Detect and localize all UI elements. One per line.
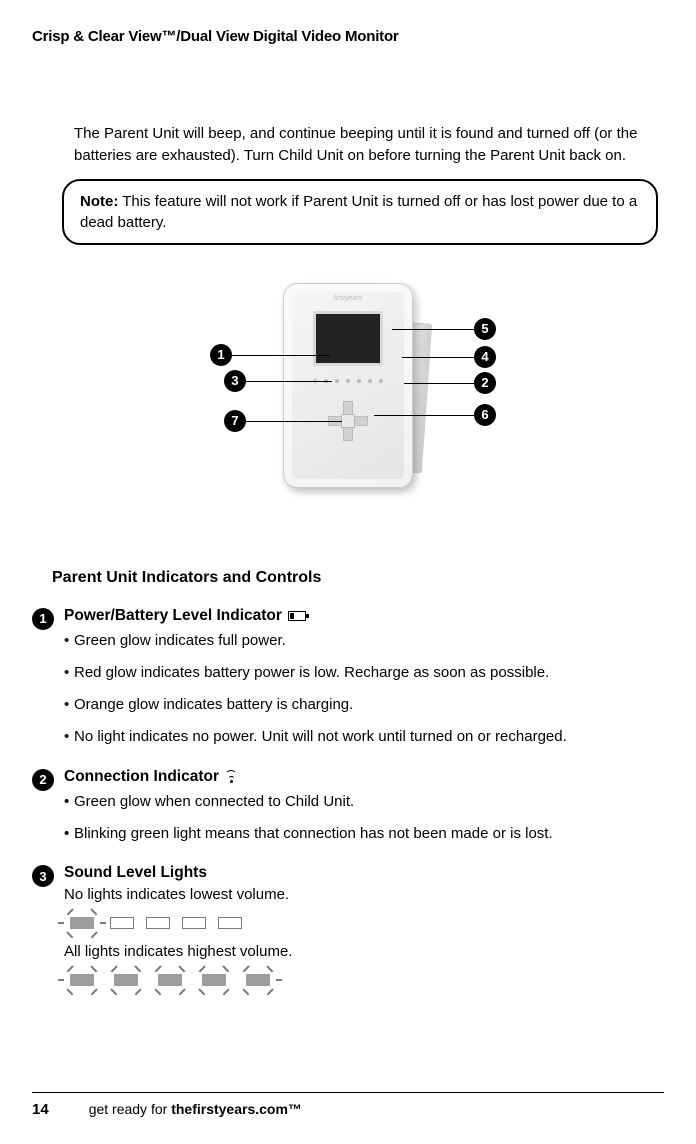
footer-prefix: get ready for [89, 1101, 172, 1117]
item-badge: 1 [32, 608, 54, 630]
callout-badge-1: 1 [210, 344, 232, 366]
led-off-icon [182, 917, 206, 929]
intro-paragraph: The Parent Unit will beep, and continue … [74, 123, 644, 167]
led-off-icon [146, 917, 170, 929]
item-title-text: Sound Level Lights [64, 864, 207, 882]
sound-low-text: No lights indicates lowest volume. [64, 886, 664, 903]
section-title: Parent Unit Indicators and Controls [52, 569, 664, 587]
indicator-item: 1 Power/Battery Level Indicator Green gl… [32, 607, 664, 760]
note-box: Note: This feature will not work if Pare… [62, 179, 658, 245]
sound-high-text: All lights indicates highest volume. [64, 943, 664, 960]
sound-lights-low [66, 911, 664, 935]
callout-line [392, 329, 478, 330]
callout-badge-3: 3 [224, 370, 246, 392]
note-label: Note: [80, 193, 118, 210]
led-off-icon [110, 917, 134, 929]
callout-line [242, 421, 342, 422]
callout-line [242, 381, 332, 382]
device-illustration: firstyears 1 3 7 5 4 2 6 [32, 273, 664, 533]
page-header-title: Crisp & Clear View™/Dual View Digital Vi… [32, 28, 664, 45]
note-text: This feature will not work if Parent Uni… [80, 193, 637, 231]
callout-badge-7: 7 [224, 410, 246, 432]
item-badge: 3 [32, 865, 54, 887]
sound-lights-high [66, 968, 664, 992]
callout-line [404, 383, 478, 384]
item-title-text: Connection Indicator [64, 768, 219, 786]
device-logo-text: firstyears [283, 295, 413, 302]
wifi-icon [225, 770, 237, 783]
led-off-icon [218, 917, 242, 929]
callout-badge-2: 2 [474, 372, 496, 394]
callout-badge-5: 5 [474, 318, 496, 340]
callout-badge-6: 6 [474, 404, 496, 426]
item-badge: 2 [32, 769, 54, 791]
page-number: 14 [32, 1101, 49, 1118]
bullet: Green glow indicates full power. [64, 631, 664, 651]
footer-site: thefirstyears.com™ [171, 1101, 302, 1117]
callout-badge-4: 4 [474, 346, 496, 368]
bullet: No light indicates no power. Unit will n… [64, 727, 664, 747]
bullet: Red glow indicates battery power is low.… [64, 663, 664, 683]
item-title-text: Power/Battery Level Indicator [64, 607, 282, 625]
callout-line [374, 415, 478, 416]
callout-line [402, 357, 478, 358]
page-footer: 14 get ready for thefirstyears.com™ [32, 1092, 664, 1118]
bullet: Orange glow indicates battery is chargin… [64, 695, 664, 715]
bullet: Green glow when connected to Child Unit. [64, 792, 664, 812]
indicator-item: 3 Sound Level Lights No lights indicates… [32, 864, 664, 1000]
battery-icon [288, 611, 306, 621]
bullet: Blinking green light means that connecti… [64, 824, 664, 844]
callout-line [228, 355, 330, 356]
indicator-item: 2 Connection Indicator Green glow when c… [32, 768, 664, 857]
